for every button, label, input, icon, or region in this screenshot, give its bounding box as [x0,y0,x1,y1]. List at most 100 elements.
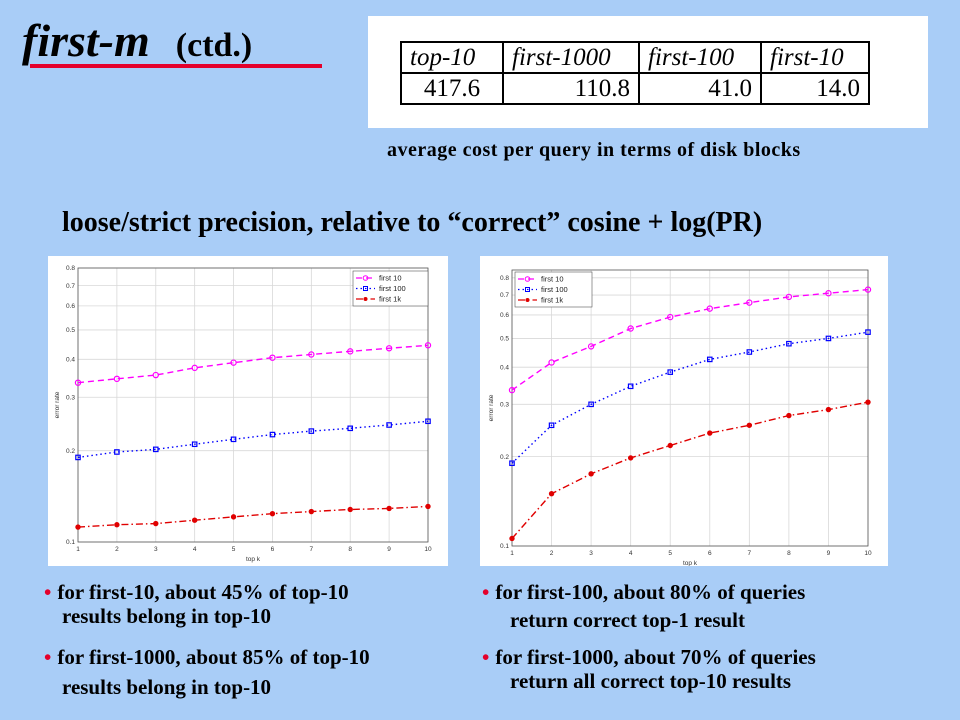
series-line-first-1k [511,401,869,539]
data-point [785,293,793,301]
y-tick-label: 0.2 [66,448,75,455]
data-point [825,406,832,413]
x-tick-label: 1 [76,546,80,553]
y-tick-label: 0.2 [500,454,509,461]
header-first-10: first-10 [760,41,870,74]
x-axis-label: top k [683,560,698,566]
data-point [114,522,120,528]
x-tick-label: 10 [864,550,872,557]
data-point [509,535,515,542]
data-point [746,422,753,428]
legend-marker [524,276,531,282]
data-point [627,325,634,332]
bullet-left-2-line2: results belong in top-10 [62,675,272,699]
title-underline [30,64,322,68]
data-point [386,422,392,428]
data-point [114,449,120,455]
x-tick-label: 8 [787,550,791,557]
data-point [75,454,81,461]
data-point [308,351,315,358]
x-tick-label: 9 [827,550,831,557]
x-tick-label: 6 [708,550,712,557]
data-point [667,369,674,375]
data-point [548,491,555,497]
series-line-first-1k [77,505,429,528]
data-point [75,524,81,530]
bullet-left-1-line1: for first-10, about 45% of top-10 [57,580,349,604]
legend-label: first 100 [541,285,568,294]
cost-table-header-row: top-10 first-1000 first-100 first-10 [400,41,870,74]
data-point [588,401,594,408]
table-caption: average cost per query in terms of disk … [387,139,801,161]
data-point [825,335,832,342]
data-point [424,342,432,349]
x-axis-label: top k [246,556,261,563]
data-point [587,343,595,350]
x-tick-label: 7 [748,550,752,557]
chart-right: 1 2 3 4 5 6 7 8 9 10 0.1 0.2 0.3 0.4 0.5 0.6 0.7 0.8 top k… [480,256,888,566]
bullet-dot: • [44,645,52,669]
chart-left-svg: 1 2 3 4 5 6 7 8 9 10 0.1 0.2 0.3 0.4 0.5 0.6 0.7 0.8 top k… [54,265,432,563]
plot-frame [511,269,869,547]
bullet-left-2-line1: for first-1000, about 85% of top-10 [57,645,370,669]
slide-title: first-m (ctd.) [22,14,252,67]
data-point [746,299,753,306]
y-tick-label: 0.8 [500,275,509,282]
data-point [865,399,871,405]
legend-marker [363,297,368,301]
data-point [347,425,354,432]
data-point [230,359,237,366]
header-first-1000: first-1000 [502,41,640,74]
cost-table-panel: top-10 first-1000 first-100 first-10 417… [368,16,928,128]
x-tick-label: 1 [510,550,514,557]
data-point [627,455,634,461]
data-point [508,386,516,394]
bullet-dot: • [482,580,490,604]
legend-marker [525,298,530,302]
x-tick-label: 4 [629,550,633,557]
bullet-right-1-line2: return correct top-1 result [510,608,746,632]
series-line-first-10 [511,288,869,391]
data-point [746,349,753,355]
header-first-100: first-100 [638,41,762,74]
data-point [308,508,315,515]
y-tick-label: 0.4 [500,364,509,371]
y-tick-label: 0.4 [66,357,75,364]
x-tick-label: 8 [348,546,352,553]
data-point [386,505,392,512]
data-point [667,442,673,449]
data-point [347,348,354,355]
series-line-first-10 [77,344,429,384]
data-point [152,371,159,379]
data-point [786,412,792,419]
data-point [865,329,871,335]
x-tick-label: 4 [193,546,197,553]
bullet-right-2: • for first-1000, about 70% of queries re… [482,645,816,693]
x-tick-label: 7 [310,546,314,553]
data-point [385,345,393,352]
y-tick-label: 0.6 [66,303,75,310]
y-axis-label: error rate [54,391,61,418]
data-point [153,520,159,527]
data-point [347,506,353,513]
data-point [425,418,431,425]
y-tick-label: 0.7 [66,283,75,290]
x-tick-label: 2 [550,550,554,557]
legend-marker [525,287,530,292]
y-tick-label: 0.6 [500,312,509,319]
bullet-right-2-line2: return all correct top-10 results [510,669,792,693]
data-point [864,286,872,293]
y-tick-label: 0.7 [500,292,509,299]
section-subtitle: loose/strict precision, relative to “cor… [62,207,763,238]
data-point [548,359,555,366]
legend-marker [363,286,368,291]
y-tick-label: 0.1 [66,539,75,546]
data-point [191,364,198,372]
data-point [113,375,121,383]
data-point [707,430,713,436]
data-point [152,446,159,453]
data-point [706,305,713,312]
title-sub: (ctd.) [175,27,253,64]
legend-label: first 10 [541,274,564,283]
data-point [269,510,276,517]
